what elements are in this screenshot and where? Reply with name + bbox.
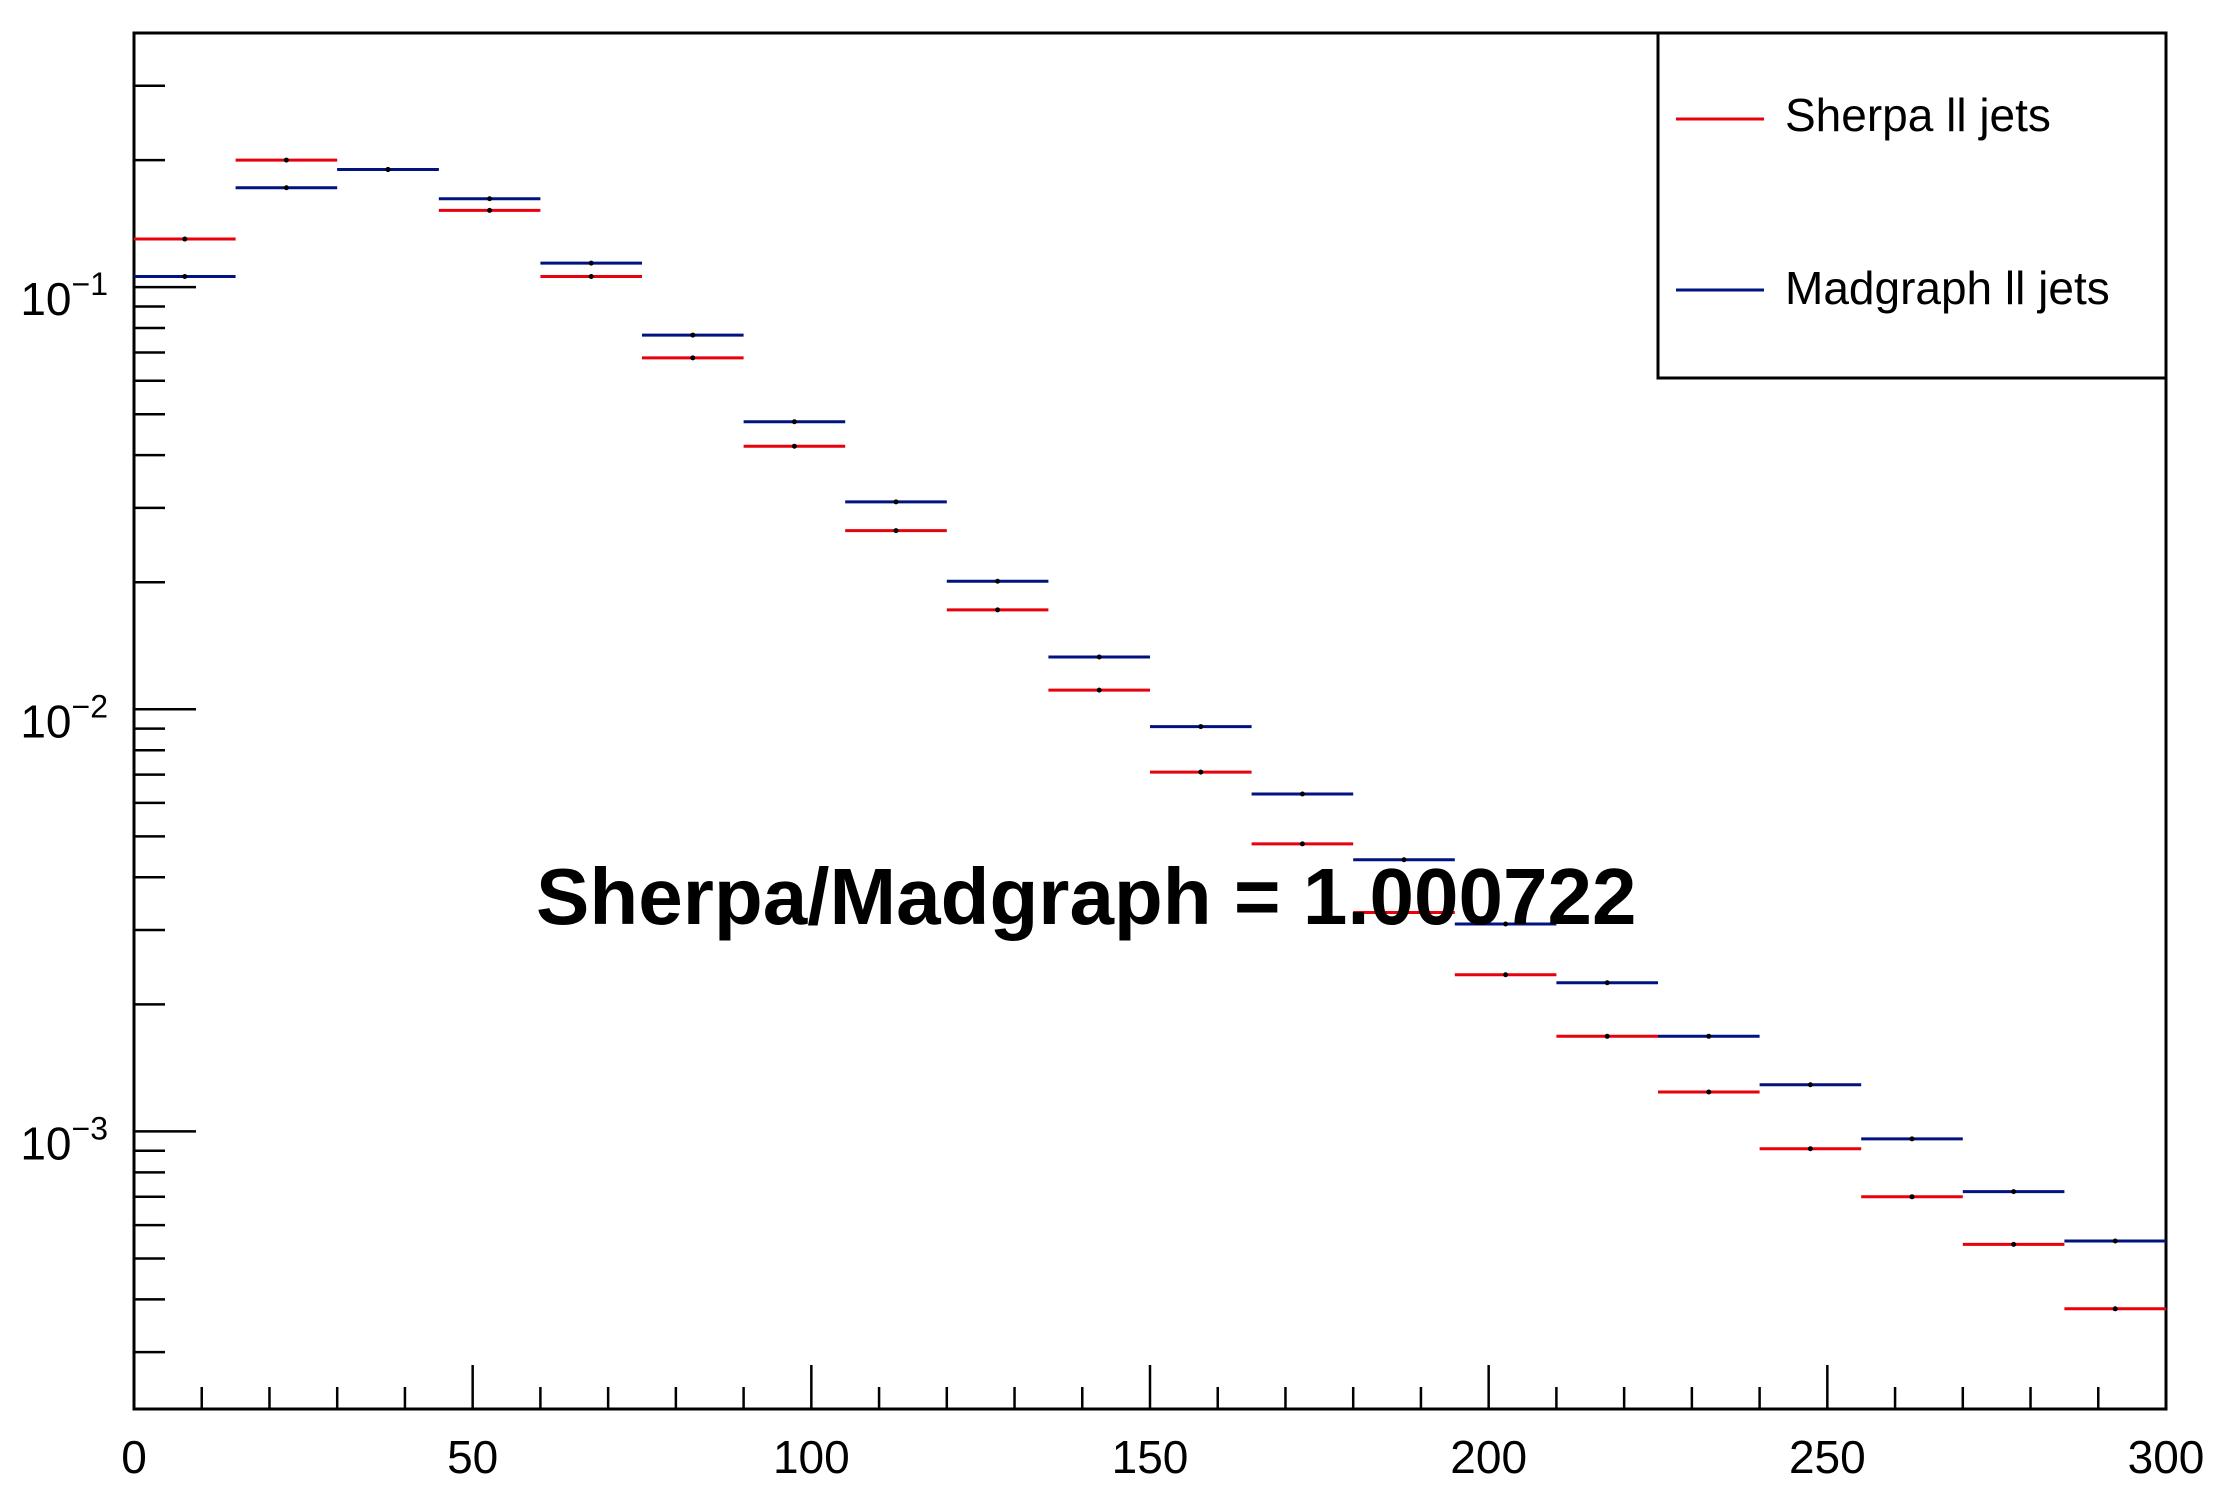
bin-marker xyxy=(283,157,289,163)
bin-marker xyxy=(893,499,899,505)
bin-marker xyxy=(690,355,696,361)
bin-marker xyxy=(690,332,696,338)
legend: Sherpa ll jets Madgraph ll jets xyxy=(1656,31,2168,380)
x-tick-label: 250 xyxy=(1789,1431,1866,1483)
y-tick-label: 10−3 xyxy=(20,1110,108,1169)
bin-marker xyxy=(995,578,1001,584)
legend-label-madgraph: Madgraph ll jets xyxy=(1785,262,2110,314)
bin-marker xyxy=(487,196,493,202)
bin-marker xyxy=(1909,1194,1915,1200)
bin-marker xyxy=(588,273,594,279)
bin-marker xyxy=(2112,1238,2118,1244)
bin-marker xyxy=(2112,1306,2118,1312)
bin-marker xyxy=(1503,921,1509,927)
bin-marker xyxy=(1096,687,1102,693)
bin-marker xyxy=(791,443,797,449)
y-tick-label: 10−2 xyxy=(20,688,108,747)
bin-marker xyxy=(995,607,1001,613)
x-tick-label: 300 xyxy=(2128,1431,2205,1483)
bin-marker xyxy=(1096,654,1102,660)
bin-marker xyxy=(1401,857,1407,863)
legend-box xyxy=(1656,31,2168,380)
bin-marker xyxy=(2011,1241,2017,1247)
x-tick-label: 50 xyxy=(447,1431,498,1483)
bin-marker xyxy=(1706,1033,1712,1039)
bin-marker xyxy=(1706,1089,1712,1095)
bin-marker xyxy=(1807,1146,1813,1152)
bin-marker xyxy=(182,273,188,279)
bin-marker xyxy=(283,185,289,191)
bin-marker xyxy=(1198,724,1204,730)
series-layer xyxy=(134,157,2166,1312)
bin-marker xyxy=(1401,910,1407,916)
legend-label-sherpa: Sherpa ll jets xyxy=(1785,89,2051,141)
bin-marker xyxy=(588,260,594,266)
x-tick-label: 150 xyxy=(1112,1431,1189,1483)
y-axis: 10−1 10−2 10−3 xyxy=(20,31,196,1354)
bin-marker xyxy=(1807,1082,1813,1088)
ratio-annotation: Sherpa/Madgraph = 1.000722 xyxy=(536,852,1637,941)
bin-marker xyxy=(791,419,797,425)
bin-marker xyxy=(893,528,899,534)
series-sherpa xyxy=(134,157,2166,1312)
x-tick-label: 100 xyxy=(773,1431,850,1483)
bin-marker xyxy=(1198,769,1204,775)
bin-marker xyxy=(385,166,391,172)
bin-marker xyxy=(2011,1189,2017,1195)
x-axis: 0 50 100 150 200 250 300 xyxy=(121,1365,2204,1483)
y-tick-label: 10−1 xyxy=(20,266,108,325)
bin-marker xyxy=(1604,980,1610,986)
bin-marker xyxy=(1604,1033,1610,1039)
series-madgraph xyxy=(134,166,2166,1244)
bin-marker xyxy=(1503,972,1509,978)
bin-marker xyxy=(1299,791,1305,797)
bin-marker xyxy=(487,207,493,213)
bin-marker xyxy=(1299,841,1305,847)
bin-marker xyxy=(1909,1136,1915,1142)
x-tick-label: 0 xyxy=(121,1431,147,1483)
x-tick-label: 200 xyxy=(1450,1431,1527,1483)
bin-marker xyxy=(182,236,188,242)
